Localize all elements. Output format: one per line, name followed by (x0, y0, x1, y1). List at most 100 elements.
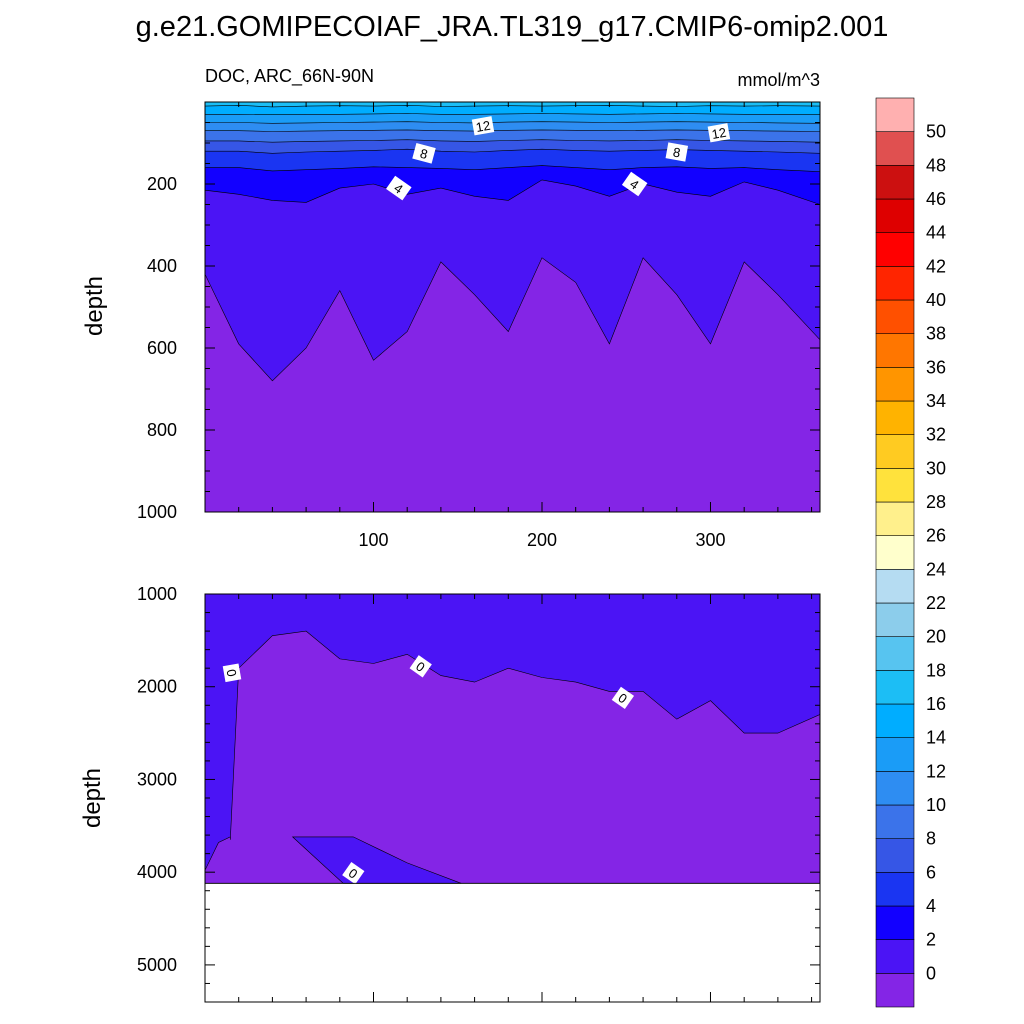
colorbar-swatch (875, 703, 915, 738)
contour-label-box (386, 175, 412, 201)
contour-label: 12 (707, 123, 731, 143)
upper-y-axis-label: depth (81, 276, 108, 336)
contour-label: 0 (342, 861, 365, 885)
contour-label-box (665, 142, 689, 162)
contour-label: 4 (386, 175, 412, 201)
colorbar-swatch (875, 198, 915, 233)
colorbar-label: 44 (926, 223, 946, 243)
upper-subtitle-left: DOC, ARC_66N-90N (205, 66, 374, 87)
contour-label-text: 12 (711, 125, 728, 142)
contour-label-box (412, 142, 436, 164)
contour-label-box (222, 663, 242, 683)
lower-axes: 1000 2000 3000 4000 5000 (137, 584, 821, 1003)
contour-label-box (342, 861, 365, 885)
colorbar-swatch (875, 501, 915, 536)
colorbar-label: 26 (926, 526, 946, 546)
colorbar-label: 34 (926, 391, 946, 411)
contour-label: 0 (611, 686, 635, 710)
colorbar-swatch (875, 165, 915, 200)
region-18-20 (204, 101, 821, 108)
contour-label-text: 0 (223, 668, 239, 678)
y-tick-label: 1000 (137, 584, 177, 604)
colorbar-label: 20 (926, 627, 946, 647)
colorbar-label: 18 (926, 660, 946, 680)
colorbar-swatch (875, 771, 915, 806)
contour-label-box (621, 171, 648, 197)
contour-label-text: 8 (418, 146, 429, 162)
colorbar-swatch (875, 232, 915, 267)
colorbar-label: 2 (926, 930, 936, 950)
colorbar-swatch (875, 400, 915, 435)
y-tick-label: 1000 (137, 502, 177, 522)
y-tick-label: 4000 (137, 862, 177, 882)
colorbar-label: 48 (926, 155, 946, 175)
contour-label: 8 (412, 142, 436, 164)
colorbar-label: 40 (926, 290, 946, 310)
colorbar-swatch (875, 905, 915, 940)
colorbar-swatch (875, 973, 915, 1008)
x-tick-label: 200 (527, 530, 557, 550)
colorbar-swatch (875, 636, 915, 671)
contour-label: 8 (665, 142, 689, 162)
contour-label-box (707, 123, 731, 143)
colorbar-swatch (875, 367, 915, 402)
contour-label: 0 (222, 663, 242, 683)
colorbar-label: 28 (926, 492, 946, 512)
contour-label-text: 12 (475, 118, 492, 135)
colorbar-swatch (875, 468, 915, 503)
lower-y-axis-label: depth (79, 768, 106, 828)
colorbar-swatch (875, 602, 915, 637)
y-tick-label: 800 (147, 420, 177, 440)
contour-label-box (611, 686, 635, 710)
colorbar-swatch (875, 737, 915, 772)
colorbar-label: 38 (926, 324, 946, 344)
x-tick-label: 100 (358, 530, 388, 550)
colorbar-label: 22 (926, 593, 946, 613)
contour-label-text: 8 (672, 144, 682, 160)
colorbar-swatch (875, 670, 915, 705)
contour-label-box (471, 116, 495, 136)
colorbar-swatch (875, 97, 915, 132)
colorbar-swatch (875, 872, 915, 907)
colorbar-label: 12 (926, 761, 946, 781)
contour-label: 4 (621, 171, 648, 197)
colorbar-swatch (875, 838, 915, 873)
colorbar-swatch (875, 434, 915, 469)
colorbar-label: 36 (926, 357, 946, 377)
colorbar-label: 14 (926, 728, 946, 748)
colorbar-label: 50 (926, 122, 946, 142)
colorbar-swatch (875, 333, 915, 368)
colorbar-swatch (875, 535, 915, 570)
colorbar-label: 6 (926, 862, 936, 882)
y-tick-label: 3000 (137, 769, 177, 789)
colorbar-label: 32 (926, 425, 946, 445)
y-tick-label: 5000 (137, 955, 177, 975)
contour-label-box (409, 655, 432, 678)
y-tick-label: 200 (147, 174, 177, 194)
colorbar-swatch (875, 266, 915, 301)
colorbar-swatch (875, 939, 915, 974)
upper-axes: 200 400 600 800 1000 100 200 300 (137, 101, 821, 550)
colorbar-swatch (875, 299, 915, 334)
colorbar-label: 10 (926, 795, 946, 815)
contour-label: 0 (409, 655, 432, 678)
colorbar-label: 46 (926, 189, 946, 209)
figure-title: g.e21.GOMIPECOIAF_JRA.TL319_g17.CMIP6-om… (136, 11, 889, 43)
upper-contour-plot: 12 128 84 4 (204, 101, 821, 512)
y-tick-label: 600 (147, 338, 177, 358)
colorbar-label: 8 (926, 829, 936, 849)
colorbar-swatch (875, 804, 915, 839)
region-pocket-0-2 (291, 836, 462, 884)
colorbar-label: 42 (926, 256, 946, 276)
colorbar-label: 0 (926, 963, 936, 983)
x-tick-label: 300 (695, 530, 725, 550)
colorbar-label: 16 (926, 694, 946, 714)
contour-label: 12 (471, 116, 495, 136)
colorbar-label: 24 (926, 559, 946, 579)
lower-contour-plot: 0 0 0 0 (204, 594, 821, 885)
y-tick-label: 400 (147, 256, 177, 276)
colorbar-swatch (875, 569, 915, 604)
colorbar-label: 30 (926, 458, 946, 478)
y-tick-label: 2000 (137, 677, 177, 697)
